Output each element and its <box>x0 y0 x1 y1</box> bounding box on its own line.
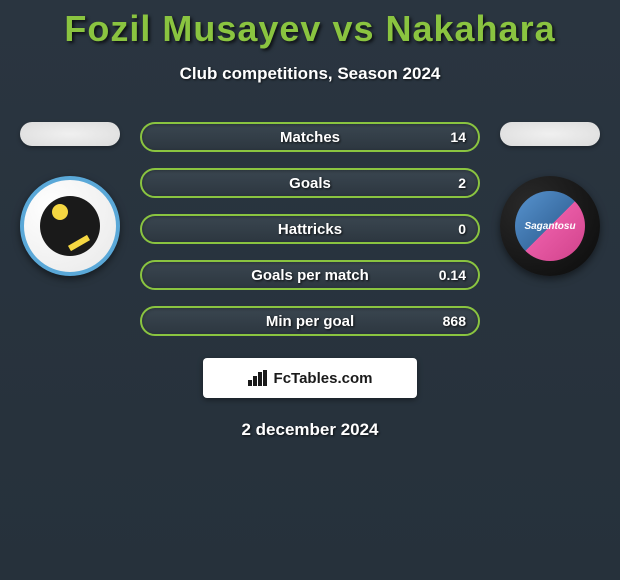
player-right-column: Sagantosu <box>500 122 600 276</box>
stat-bar-min-per-goal: Min per goal 868 <box>140 306 480 336</box>
stat-bar-hattricks: Hattricks 0 <box>140 214 480 244</box>
stat-label: Matches <box>280 129 340 146</box>
stat-value-right: 2 <box>458 175 466 191</box>
stat-value-right: 0 <box>458 221 466 237</box>
club-badge-text: Sagantosu <box>524 221 575 232</box>
stat-label: Goals <box>289 175 331 192</box>
club-badge-inner-icon: Sagantosu <box>515 191 585 261</box>
player-left-avatar <box>20 122 120 146</box>
stat-bar-matches: Matches 14 <box>140 122 480 152</box>
stat-bar-goals-per-match: Goals per match 0.14 <box>140 260 480 290</box>
club-badge-inner-icon <box>40 196 100 256</box>
sagan-tosu-badge: Sagantosu <box>500 176 600 276</box>
stat-label: Min per goal <box>266 313 354 330</box>
stat-value-right: 0.14 <box>439 267 466 283</box>
stat-label: Goals per match <box>251 267 369 284</box>
comparison-card: Fozil Musayev vs Nakahara Club competiti… <box>0 0 620 440</box>
stat-value-right: 14 <box>450 129 466 145</box>
player-left-column <box>20 122 120 276</box>
stat-label: Hattricks <box>278 221 342 238</box>
bar-chart-icon <box>248 370 268 386</box>
branding-label: FcTables.com <box>274 370 373 387</box>
jubilo-iwata-badge <box>20 176 120 276</box>
player-right-avatar <box>500 122 600 146</box>
stat-bar-goals: Goals 2 <box>140 168 480 198</box>
stats-column: Matches 14 Goals 2 Hattricks 0 Goals per… <box>140 122 480 336</box>
main-row: Matches 14 Goals 2 Hattricks 0 Goals per… <box>0 122 620 336</box>
stat-value-right: 868 <box>443 313 466 329</box>
date-label: 2 december 2024 <box>0 420 620 440</box>
page-title: Fozil Musayev vs Nakahara <box>0 8 620 50</box>
branding-badge[interactable]: FcTables.com <box>203 358 417 398</box>
page-subtitle: Club competitions, Season 2024 <box>0 64 620 84</box>
